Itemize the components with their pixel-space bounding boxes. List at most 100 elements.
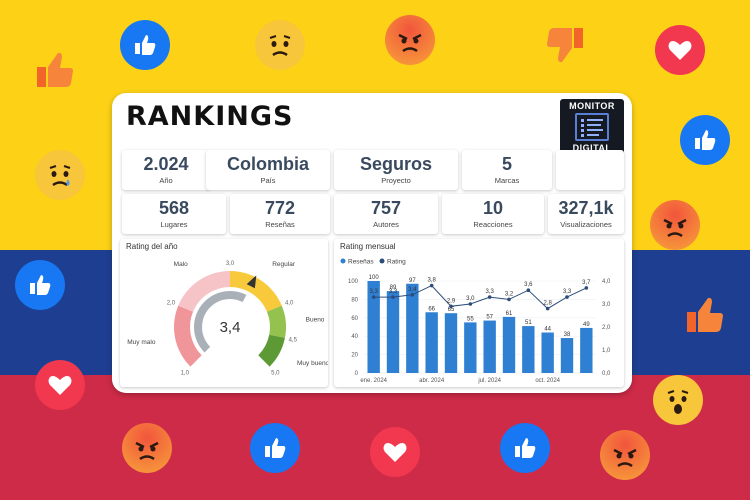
bar-feb. 2024 bbox=[386, 291, 400, 373]
legend-rating-marker bbox=[379, 258, 385, 264]
bar-data-label: 38 bbox=[564, 332, 571, 338]
rating-point bbox=[429, 283, 434, 288]
rating-data-label: 3,3 bbox=[389, 289, 398, 295]
kpi-value: 757 bbox=[370, 198, 402, 218]
rating-point bbox=[584, 286, 589, 290]
rating-data-label: 3,2 bbox=[505, 291, 514, 297]
like-glyph bbox=[695, 130, 716, 150]
gauge-value-arc bbox=[194, 291, 247, 353]
love-glyph bbox=[48, 376, 72, 395]
kpi-label: Reacciones bbox=[473, 220, 513, 229]
gauge-panel: Rating del año 3,4 1,0 2,0 3,0 4,0 4,5 5,0 Muy … bbox=[120, 239, 328, 387]
gauge-value-label: 3,4 bbox=[220, 319, 241, 336]
rating-data-label: 3,3 bbox=[563, 289, 572, 295]
bar-data-label: 61 bbox=[506, 311, 513, 317]
angry-reaction-icon bbox=[122, 423, 172, 473]
love-glyph bbox=[383, 443, 407, 462]
confused-glyph bbox=[269, 35, 291, 57]
kpi-card-country: Colombia País bbox=[206, 150, 330, 190]
rating-data-label: 2,8 bbox=[543, 301, 552, 307]
gauge-title: Rating del año bbox=[126, 242, 178, 251]
kpi-label: País bbox=[260, 176, 276, 185]
gauge-segment-3 bbox=[266, 305, 286, 338]
gauge-segment-1 bbox=[178, 271, 230, 312]
bar-data-label: 51 bbox=[525, 320, 532, 326]
kpi-label: Marcas bbox=[494, 176, 520, 185]
legend-reseñas-label: Reseñas bbox=[348, 259, 374, 266]
like-glyph bbox=[515, 438, 536, 458]
rating-data-label: 3,4 bbox=[408, 287, 417, 293]
bar-may. 2024 bbox=[444, 313, 458, 373]
kpi-card-places: 568 Lugares bbox=[122, 194, 226, 234]
gauge-segment-4 bbox=[258, 334, 285, 367]
gauge-segment-2 bbox=[230, 271, 282, 312]
dislike-glyph bbox=[547, 28, 583, 63]
bar-abr. 2024 bbox=[425, 312, 438, 373]
like-reaction-icon bbox=[500, 423, 550, 473]
logo-line2: DIGITAL bbox=[572, 143, 612, 153]
rating-point bbox=[526, 288, 531, 292]
like-reaction-icon bbox=[250, 423, 300, 473]
kpi-value: 10 bbox=[482, 198, 504, 218]
kpi-label: Autores bbox=[373, 220, 399, 229]
right-tick-label: 2,0 bbox=[602, 325, 611, 331]
kpi-card-views: 327,1k Visualizaciones bbox=[548, 194, 624, 234]
bar-oct. 2024 bbox=[541, 332, 554, 373]
like-reaction-icon bbox=[120, 20, 170, 70]
rating-point bbox=[410, 293, 415, 297]
gauge-segment-label: Regular bbox=[272, 261, 296, 268]
bar-data-label: 89 bbox=[390, 285, 397, 291]
bar-data-label: 57 bbox=[486, 315, 493, 321]
kpi-value: 568 bbox=[158, 198, 190, 218]
gauge-tick-label: 2,0 bbox=[167, 301, 176, 307]
left-tick-label: 60 bbox=[351, 316, 358, 322]
gauge-tick-label: 4,0 bbox=[285, 301, 294, 307]
rating-point bbox=[507, 297, 511, 302]
kpi-card-reactions: 10 Reacciones bbox=[442, 194, 544, 234]
bar-dic. 2024 bbox=[580, 327, 593, 373]
rating-data-label: 2,9 bbox=[447, 298, 456, 304]
rating-data-label: 3,3 bbox=[369, 289, 378, 295]
bar-data-label: 97 bbox=[409, 278, 416, 284]
right-tick-label: 1,0 bbox=[602, 348, 611, 354]
rating-data-label: 3,6 bbox=[524, 282, 533, 288]
angry-glyph bbox=[398, 33, 422, 53]
thumb-glyph bbox=[37, 52, 73, 87]
gauge-segment-label: Malo bbox=[174, 261, 188, 268]
kpi-label: Año bbox=[159, 176, 173, 185]
bar-jul. 2024 bbox=[483, 320, 496, 373]
bar-ene. 2024 bbox=[367, 281, 380, 373]
gauge-segment-label: Bueno bbox=[306, 317, 325, 324]
love-reaction-icon bbox=[370, 427, 420, 477]
rating-line bbox=[373, 284, 587, 310]
gauge-segment-label: Muy malo bbox=[127, 339, 156, 346]
love-reaction-icon bbox=[655, 25, 705, 75]
kpi-value: 2.024 bbox=[143, 154, 189, 174]
kpi-card-brands: 5 Marcas bbox=[462, 150, 552, 190]
rating-point bbox=[449, 304, 453, 309]
bar-data-label: 100 bbox=[369, 275, 380, 281]
left-tick-label: 100 bbox=[348, 279, 359, 285]
kpi-card-empty bbox=[556, 150, 624, 190]
love-glyph bbox=[668, 41, 692, 60]
monthly-chart-panel: Rating mensual Reseñas Rating 0 20 40 60 80 100… bbox=[334, 239, 624, 387]
left-tick-label: 20 bbox=[351, 353, 358, 359]
gauge-tick-label: 3,0 bbox=[226, 261, 235, 267]
kpi-card-authors: 757 Autores bbox=[334, 194, 438, 234]
kpi-card-reviews: 772 Reseñas bbox=[230, 194, 330, 234]
right-tick-label: 0,0 bbox=[602, 371, 611, 377]
rating-data-label: 3,3 bbox=[485, 289, 494, 295]
gauge-tick-label: 4,5 bbox=[289, 337, 298, 343]
logo-line1: MONITOR bbox=[569, 101, 615, 111]
kpi-value: 327,1k bbox=[558, 198, 614, 218]
like-reaction-icon bbox=[15, 260, 65, 310]
angry-reaction-icon bbox=[385, 15, 435, 65]
bar-data-label: 55 bbox=[467, 316, 474, 322]
left-tick-label: 40 bbox=[351, 334, 358, 340]
rating-point bbox=[565, 295, 569, 299]
thumb-reaction-icon bbox=[680, 290, 730, 340]
sad-reaction-icon bbox=[35, 150, 85, 200]
rating-data-label: 3,7 bbox=[582, 280, 591, 286]
kpi-value: 5 bbox=[501, 154, 512, 174]
rating-point bbox=[468, 302, 473, 306]
